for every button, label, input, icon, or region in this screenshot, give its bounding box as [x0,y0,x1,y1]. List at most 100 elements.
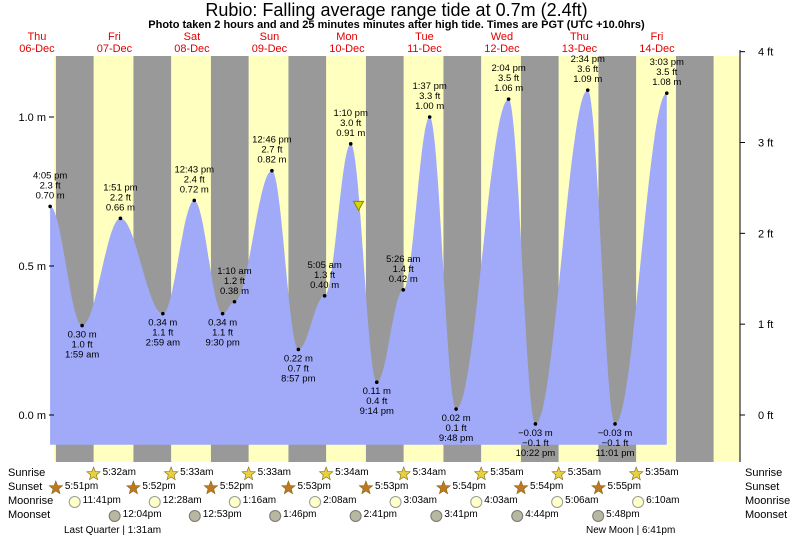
tide-label: 3.0 ft [340,118,361,129]
left-tick-label: 0.0 m [18,410,46,422]
tide-label: 12:43 pm [174,164,214,175]
tide-label: 2.3 ft [40,180,61,191]
right-tick-label: 3 ft [758,138,773,150]
astro-time: 3:41pm [444,509,478,520]
tide-label: 5:05 am [307,260,341,271]
astro-time: 5:33am [257,467,291,478]
tide-label: 2:04 pm [491,63,525,74]
astro-time: 5:54pm [530,481,564,492]
star-icon [591,480,607,495]
star-icon [203,480,219,495]
tide-point [192,198,197,203]
astro-time: 4:03am [484,495,518,506]
day-dow: Thu [27,31,47,43]
moonset-icon [430,510,443,522]
star-icon [125,480,141,495]
astro-time: 12:28am [162,495,202,506]
tide-label: 0.34 m [208,318,237,329]
astro-time: 1:16am [242,495,277,506]
astro-time: 5:52pm [142,481,176,492]
tide-label: 0.11 m [363,386,391,397]
tide-point [401,288,406,292]
tide-label: 1.2 ft [224,276,245,287]
day-dow: Sun [259,31,280,43]
day-date: 06-Dec [19,43,55,55]
day-label: Mon 10-Dec [312,31,382,55]
tide-point [270,168,274,173]
astro-time: 5:54pm [452,481,486,492]
tide-label: 4:05 pm [33,170,67,181]
moonset-icon [592,510,605,522]
tide-label: 2.2 ft [110,192,131,203]
tide-point [161,311,165,316]
tide-label: 2.7 ft [261,145,282,156]
tide-label: 9:30 pm [205,338,239,349]
star-icon [396,466,412,481]
astro-time: 2:41pm [363,509,397,520]
tide-point [506,97,511,101]
tide-label: 10:22 pm [516,448,556,459]
day-label: Sat 08-Dec [157,31,227,55]
astro-time: 5:53pm [297,481,331,492]
tide-label: 1.4 ft [393,264,414,275]
day-dow: Fri [108,31,121,43]
tide-label: 12:46 pm [252,135,292,146]
day-dow: Fri [650,31,664,43]
tide-label: 0.91 m [336,128,365,139]
tide-label: 3.6 ft [577,64,598,75]
day-date: 11-Dec [407,43,442,55]
tide-label: 0.02 m [442,413,471,424]
left-tick-label: 1.0 m [18,112,46,124]
astro-time: 3:03am [403,495,437,506]
day-date: 08-Dec [174,43,210,55]
astro-time: 5:51pm [64,481,99,492]
star-icon [163,466,179,481]
right-tick-label: 1 ft [758,319,773,331]
tide-point [585,88,590,92]
tide-label: 1:59 am [65,350,99,361]
astro-time: 6:10am [646,495,680,506]
day-label: Thu 06-Dec [2,31,72,55]
tide-label: 2.4 ft [184,174,205,185]
left-tick-label: 0.5 m [18,261,46,273]
moon-phase-label: Last Quarter | 1:31am [64,525,162,536]
day-dow: Thu [569,31,589,43]
moonrise-icon [228,496,241,508]
tide-label: 0.66 m [106,202,135,213]
moonrise-icon [470,496,483,508]
tide-label: 5:26 am [386,254,420,265]
chart-subtitle: Photo taken 2 hours and and 25 minutes m… [148,19,645,31]
tide-point [427,115,432,119]
tide-label: 2:34 pm [571,54,605,65]
photo-marker-icon [352,200,365,212]
star-icon [513,480,529,495]
tide-point [48,204,52,209]
moonset-icon [349,510,362,522]
astro-time: 5:34am [335,467,369,478]
tide-label: 0.42 m [389,274,418,285]
tide-point [322,294,327,298]
tide-label: 8:57 pm [281,373,315,384]
day-date: 10-Dec [329,43,365,55]
day-date: 09-Dec [251,43,288,55]
day-dow: Wed [490,31,514,43]
tide-label: 0.22 m [284,353,313,364]
moonrise-icon [309,496,322,508]
tide-label: 1.09 m [573,74,602,85]
star-icon [473,466,489,481]
tide-label: 1.08 m [652,77,681,88]
star-icon [551,466,567,481]
tide-point [118,216,123,221]
day-date: 14-Dec [639,43,675,55]
tide-label: 0.70 m [36,190,65,201]
tide-label: 3.5 ft [498,73,519,84]
tide-point [374,380,379,385]
moonrise-icon [68,496,81,508]
tide-point [613,422,617,426]
astro-time: 12:53pm [202,509,242,520]
tide-point [296,347,301,352]
moonset-icon [511,510,524,522]
star-icon [280,480,296,495]
tide-label: 9:14 pm [360,406,394,417]
